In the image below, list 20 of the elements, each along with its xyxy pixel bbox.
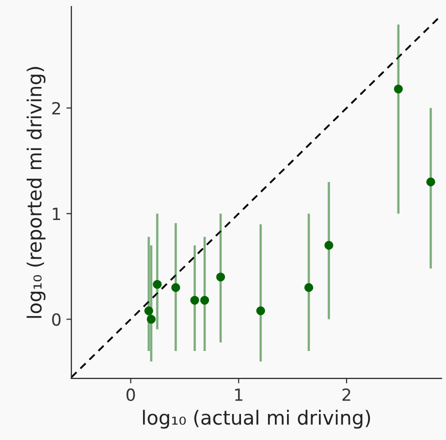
y-tick-label: 2 [52, 102, 60, 114]
point [394, 84, 403, 94]
point [171, 283, 180, 292]
point [304, 283, 314, 292]
point [152, 280, 162, 289]
x-tick-label: 2 [342, 388, 350, 401]
point [426, 178, 436, 186]
point [216, 272, 226, 282]
point [146, 314, 156, 324]
y-tick-label: 0 [52, 313, 61, 326]
y-axis-title: log₁₀ (reported mi driving) [26, 67, 46, 318]
y-tick-label: 1 [52, 208, 60, 220]
point [144, 306, 154, 316]
point [200, 296, 210, 305]
point [256, 306, 266, 316]
x-tick-label: 1 [235, 388, 242, 401]
x-tick-label: 0 [126, 388, 135, 402]
x-axis-title: log₁₀ (actual mi driving) [143, 410, 370, 429]
point [190, 296, 200, 305]
point [324, 240, 334, 250]
